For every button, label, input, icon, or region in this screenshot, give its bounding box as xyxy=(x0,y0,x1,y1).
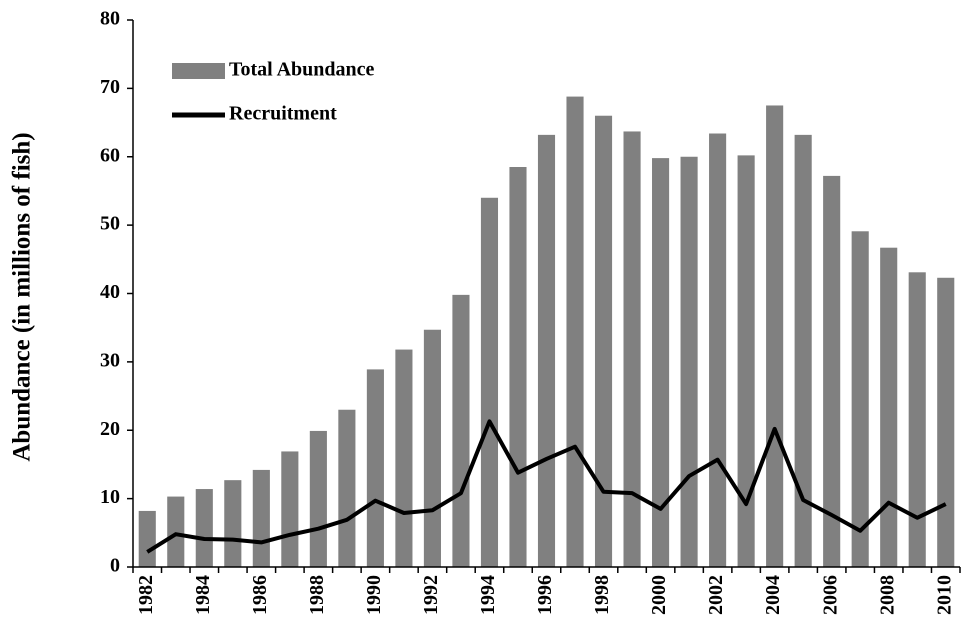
bar xyxy=(823,175,841,567)
bar xyxy=(224,480,242,567)
x-tick-label: 1998 xyxy=(591,575,613,615)
x-tick-label: 1984 xyxy=(192,575,214,615)
y-tick-label: 20 xyxy=(100,418,120,440)
bar xyxy=(937,277,955,567)
bar xyxy=(766,105,784,567)
x-tick-label: 2004 xyxy=(762,575,784,615)
x-tick-label: 2002 xyxy=(705,575,727,615)
x-tick-label: 1992 xyxy=(420,575,442,615)
bar xyxy=(680,156,698,567)
bar xyxy=(794,134,812,567)
x-tick-label: 2010 xyxy=(933,575,955,615)
y-tick-label: 40 xyxy=(100,281,120,303)
y-tick-label: 50 xyxy=(100,213,120,235)
bar xyxy=(623,131,641,568)
x-tick-label: 2006 xyxy=(819,575,841,615)
y-tick-label: 10 xyxy=(100,486,120,508)
y-tick-label: 60 xyxy=(100,144,120,166)
legend-label: Recruitment xyxy=(229,103,337,125)
y-tick-label: 30 xyxy=(100,349,120,371)
bar xyxy=(594,115,613,567)
bar xyxy=(908,272,926,567)
y-tick-label: 80 xyxy=(100,8,120,30)
bar xyxy=(480,197,499,567)
bar xyxy=(138,510,156,567)
legend-swatch xyxy=(172,63,225,79)
x-tick-label: 1986 xyxy=(249,575,271,615)
bar xyxy=(423,329,441,567)
bar xyxy=(366,369,384,567)
y-tick-label: 70 xyxy=(100,76,120,98)
bar xyxy=(737,155,755,567)
x-tick-label: 1990 xyxy=(363,575,385,615)
bar xyxy=(395,349,413,567)
y-tick-label: 0 xyxy=(110,555,120,577)
bar xyxy=(851,231,869,567)
bar xyxy=(709,133,727,567)
legend-label: Total Abundance xyxy=(229,59,375,81)
bar xyxy=(195,489,213,567)
y-axis-title: Abundance (in millions of fish) xyxy=(9,132,36,461)
x-tick-label: 2008 xyxy=(876,575,898,615)
x-tick-label: 2000 xyxy=(648,575,670,615)
bar xyxy=(652,158,670,567)
x-tick-label: 1994 xyxy=(477,575,499,615)
x-tick-label: 1982 xyxy=(135,575,157,615)
bar xyxy=(309,430,327,567)
bar xyxy=(566,96,584,567)
bar xyxy=(537,134,556,567)
bar xyxy=(252,469,270,567)
bar xyxy=(167,496,185,567)
x-tick-label: 1996 xyxy=(534,575,556,615)
line xyxy=(146,419,947,554)
bar xyxy=(509,167,527,567)
bar xyxy=(880,247,898,567)
bar xyxy=(281,451,299,567)
bar xyxy=(452,294,470,567)
bar xyxy=(338,409,356,567)
x-tick-label: 1988 xyxy=(306,575,328,615)
